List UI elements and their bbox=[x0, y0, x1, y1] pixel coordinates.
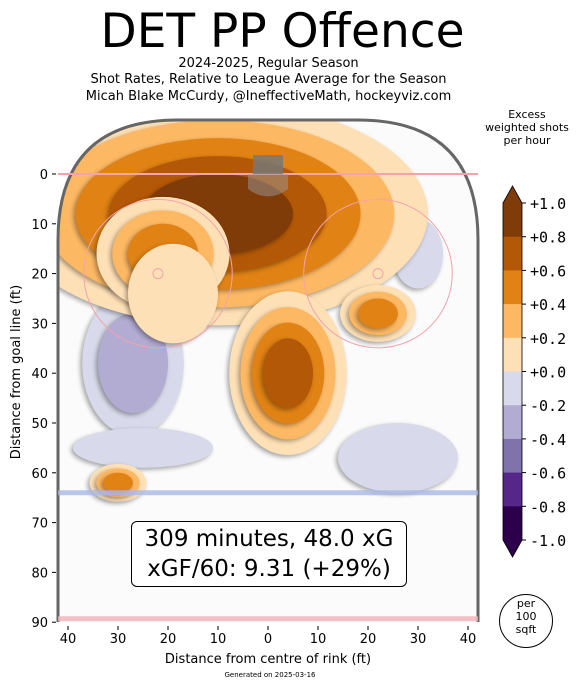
y-tick-label: 10 bbox=[31, 218, 48, 233]
heatmap-regions bbox=[58, 120, 458, 504]
subtitle-line: Shot Rates, Relative to League Average f… bbox=[90, 72, 447, 87]
area-label-line: 100 bbox=[515, 610, 537, 623]
faceoff-circle-left bbox=[83, 198, 233, 349]
colorbar-tick-label: +0.0 bbox=[530, 364, 566, 382]
y-tick-label: 20 bbox=[31, 268, 48, 283]
colorbar-band bbox=[503, 337, 522, 372]
heatmap-contour bbox=[103, 472, 133, 493]
colorbar-extend-min bbox=[503, 540, 522, 557]
colorbar-title-line: weighted shots bbox=[485, 121, 569, 134]
subtitle-line: Micah Blake McCurdy, @IneffectiveMath, h… bbox=[85, 89, 452, 104]
colorbar-title-line: Excess bbox=[508, 108, 546, 121]
colorbar-title-line: per hour bbox=[503, 134, 551, 147]
chart-title: DET PP Offence bbox=[100, 4, 465, 59]
colorbar-tick-label: -1.0 bbox=[530, 532, 566, 550]
x-tick-label: 30 bbox=[110, 632, 127, 647]
area-label-line: per bbox=[516, 597, 536, 610]
area-unit-label: per 100 sqft bbox=[499, 594, 553, 648]
x-tick-label: 20 bbox=[360, 632, 377, 647]
colorbar-tick-label: +0.4 bbox=[530, 296, 566, 314]
colorbar-tick-label: +1.0 bbox=[530, 195, 566, 213]
colorbar-tick-label: -0.2 bbox=[530, 397, 566, 415]
colorbar-band bbox=[503, 203, 522, 238]
goal-crease bbox=[248, 174, 288, 197]
faceoff-dot-left bbox=[152, 268, 164, 280]
x-tick-label: 20 bbox=[160, 632, 177, 647]
subtitle-line: 2024-2025, Regular Season bbox=[178, 56, 359, 71]
colorbar-band bbox=[503, 304, 522, 339]
colorbar-tick-label: +0.8 bbox=[530, 229, 566, 247]
minutes-xg-text: 309 minutes, 48.0 xG bbox=[144, 526, 394, 552]
axes: 40 30 20 10 0 10 20 30 40 0 10 20 30 40 50 60 70 80 90 Dist… bbox=[9, 168, 476, 667]
faceoff-dot-right bbox=[372, 268, 384, 280]
x-tick-label: 40 bbox=[60, 632, 77, 647]
heatmap-contour bbox=[358, 298, 398, 329]
rink-markings bbox=[56, 118, 480, 622]
y-tick-label: 80 bbox=[31, 566, 48, 581]
colorbar-band bbox=[503, 438, 522, 474]
colorbar-band bbox=[503, 405, 522, 440]
colorbar: +1.0 +0.8 +0.6 +0.4 +0.2 +0.0 -0.2 -0.4 -0.6 -0.8… bbox=[502, 185, 566, 558]
colorbar-tick-label: +0.6 bbox=[530, 262, 566, 280]
heatmap-contour bbox=[263, 338, 313, 409]
colorbar-tick-label: -0.6 bbox=[530, 465, 566, 483]
generated-footer: Generated on 2025-03-16 bbox=[224, 671, 316, 679]
y-axis-label: Distance from goal line (ft) bbox=[9, 285, 24, 459]
x-tick-label: 30 bbox=[410, 632, 427, 647]
colorbar-title: Excess weighted shots per hour bbox=[477, 108, 577, 147]
colorbar-band bbox=[503, 236, 522, 271]
colorbar-band bbox=[503, 472, 522, 507]
y-tick-label: 90 bbox=[31, 616, 48, 631]
y-tick-label: 50 bbox=[31, 417, 48, 432]
colorbar-band bbox=[503, 506, 522, 541]
y-tick-label: 60 bbox=[31, 467, 48, 482]
heatmap-contour bbox=[73, 427, 213, 468]
colorbar-tick-label: +0.2 bbox=[530, 330, 566, 348]
colorbar-band bbox=[503, 371, 522, 406]
colorbar-extend-max bbox=[503, 186, 522, 203]
y-tick-label: 40 bbox=[31, 367, 48, 382]
xgf60-text: xGF/60: 9.31 (+29%) bbox=[147, 556, 391, 582]
goal-net bbox=[253, 155, 283, 175]
red-line bbox=[58, 616, 478, 622]
faceoff-circle-right bbox=[303, 198, 453, 349]
y-tick-label: 30 bbox=[31, 317, 48, 332]
rink-boards bbox=[56, 118, 480, 622]
x-tick-label: 40 bbox=[460, 632, 477, 647]
y-tick-label: 70 bbox=[31, 517, 48, 532]
x-axis-label: Distance from centre of rink (ft) bbox=[165, 652, 371, 667]
heatmap-contour bbox=[128, 243, 218, 344]
summary-annotation: 309 minutes, 48.0 xG xGF/60: 9.31 (+29%) bbox=[131, 521, 407, 587]
colorbar-band bbox=[503, 270, 522, 305]
x-tick-label: 10 bbox=[210, 632, 227, 647]
x-tick-label: 0 bbox=[264, 632, 272, 647]
area-label-line: sqft bbox=[515, 623, 537, 636]
heatmap-contour bbox=[338, 423, 458, 493]
colorbar-tick-label: -0.4 bbox=[530, 431, 566, 449]
y-tick-label: 0 bbox=[40, 168, 48, 183]
x-tick-label: 10 bbox=[310, 632, 327, 647]
blue-line bbox=[58, 490, 478, 496]
colorbar-tick-label: -0.8 bbox=[530, 498, 566, 516]
